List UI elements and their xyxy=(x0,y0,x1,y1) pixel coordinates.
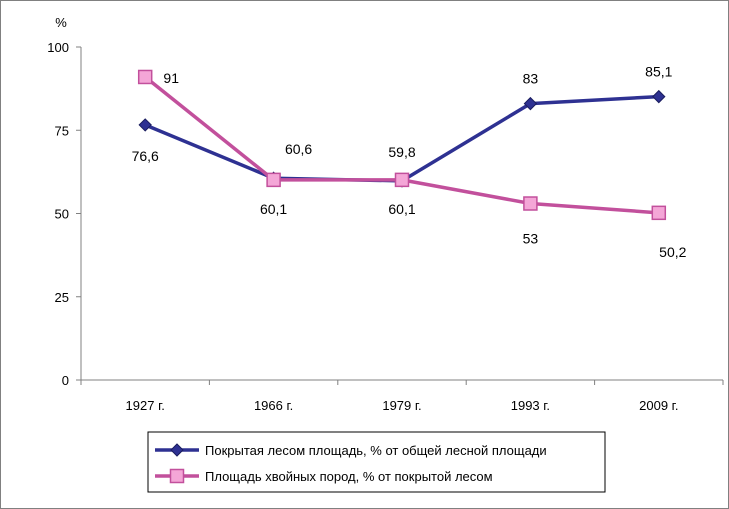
y-tick-label: 100 xyxy=(47,40,69,55)
data-label: 60,1 xyxy=(260,201,287,217)
legend-label-2: Площадь хвойных пород, % от покрытой лес… xyxy=(205,469,493,484)
y-tick-label: 0 xyxy=(62,373,69,388)
axes: 0 25 50 75 100 1927 г. 1966 г. 1979 г. 1993 г. 20… xyxy=(47,40,724,413)
series-2-point xyxy=(266,172,281,188)
data-label: 50,2 xyxy=(659,244,686,260)
series-2-point xyxy=(394,172,410,188)
y-axis-title: % xyxy=(55,15,67,30)
series-1-point xyxy=(652,89,666,104)
data-label: 91 xyxy=(163,70,179,86)
data-label: 76,6 xyxy=(132,148,159,164)
legend-marker-1 xyxy=(170,443,184,457)
x-tick-label: 1927 г. xyxy=(126,398,165,413)
x-tick-label: 1966 г. xyxy=(254,398,293,413)
series-1-point xyxy=(138,118,152,132)
series-1-point xyxy=(523,96,538,111)
x-tick-label: 1979 г. xyxy=(382,398,421,413)
y-tick-label: 50 xyxy=(55,207,69,222)
series-2-point xyxy=(523,196,538,211)
series-2-point xyxy=(137,69,153,85)
series-layer xyxy=(137,69,667,221)
data-label: 53 xyxy=(523,231,539,247)
legend: Покрытая лесом площадь, % от общей лесно… xyxy=(147,431,606,493)
data-label: 85,1 xyxy=(645,64,672,80)
x-tick-label: 2009 г. xyxy=(639,398,678,413)
legend-label-1: Покрытая лесом площадь, % от общей лесно… xyxy=(205,443,547,458)
data-labels: 76,6 60,6 59,8 83 85,1 91 60,1 60,1 53 50,2 xyxy=(132,64,687,260)
y-tick-label: 25 xyxy=(55,290,69,305)
data-label: 59,8 xyxy=(388,144,415,160)
legend-box xyxy=(147,431,606,493)
y-tick-label: 75 xyxy=(55,123,69,138)
data-label: 60,1 xyxy=(388,201,415,217)
x-tick-label: 1993 г. xyxy=(511,398,550,413)
series-2-point xyxy=(651,205,667,221)
data-label: 60,6 xyxy=(285,141,312,157)
data-label: 83 xyxy=(523,71,539,87)
legend-marker-2 xyxy=(169,468,185,484)
